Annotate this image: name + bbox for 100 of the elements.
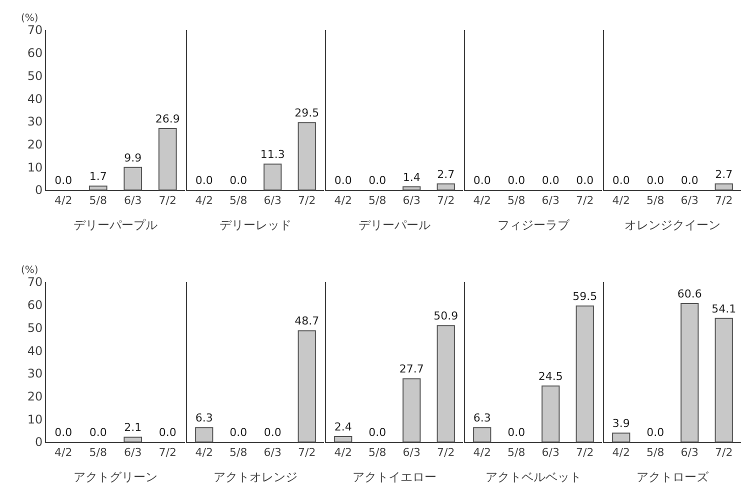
y-tick-label: 0: [34, 183, 43, 198]
x-tick-label: 5/8: [230, 194, 248, 208]
x-tick-label: 4/2: [612, 194, 630, 208]
data-label: 1.7: [89, 170, 107, 184]
data-label: 2.7: [437, 168, 455, 181]
x-tick-label: 5/8: [230, 446, 248, 460]
x-tick-label: 6/3: [402, 194, 420, 208]
data-label: 0.0: [646, 174, 664, 187]
bar: [124, 166, 142, 190]
data-label: 0.0: [542, 174, 560, 187]
x-axis-title: デリーレッド: [220, 218, 292, 232]
data-label: 54.1: [712, 302, 736, 316]
x-tick-label: 4/2: [195, 446, 213, 460]
x-tick-label: 5/8: [89, 194, 107, 208]
data-label: 0.0: [680, 174, 698, 187]
data-label: 6.3: [195, 412, 213, 425]
data-label: 0.0: [646, 426, 664, 439]
x-tick-label: 5/8: [646, 194, 664, 208]
data-label: 24.5: [538, 370, 563, 383]
data-label: 0.0: [89, 426, 107, 439]
data-label: 0.0: [264, 426, 282, 439]
data-label: 50.9: [434, 310, 458, 323]
x-tick-label: 7/2: [298, 194, 316, 208]
data-label: 2.7: [715, 168, 733, 181]
y-tick-label: 50: [27, 320, 43, 335]
x-tick-label: 6/3: [264, 194, 282, 208]
data-label: 0.0: [230, 426, 248, 439]
x-tick-label: 4/2: [54, 446, 72, 460]
y-tick-label: 40: [27, 344, 43, 358]
data-label: 0.0: [54, 426, 72, 439]
x-axis-title: デリーパール: [358, 218, 430, 232]
x-tick-label: 4/2: [473, 446, 491, 460]
x-tick-label: 5/8: [508, 446, 526, 460]
data-label: 0.0: [576, 174, 594, 187]
x-axis-title: アクトベルベット: [486, 470, 582, 484]
x-tick-label: 7/2: [437, 194, 455, 208]
data-label: 9.9: [124, 151, 142, 164]
x-tick-label: 6/3: [542, 446, 560, 460]
data-label: 11.3: [260, 148, 285, 162]
x-tick-label: 5/8: [508, 194, 526, 208]
data-label: 0.0: [473, 174, 491, 187]
x-tick-label: 7/2: [576, 446, 594, 460]
x-tick-label: 7/2: [298, 446, 316, 460]
y-tick-label: 0: [34, 435, 43, 450]
x-tick-label: 4/2: [54, 194, 72, 208]
bar: [88, 186, 108, 190]
x-tick-label: 6/3: [680, 446, 698, 460]
y-tick-label: 20: [27, 137, 43, 152]
x-tick-label: 6/3: [402, 446, 420, 460]
x-axis-title: アクトオレンジ: [214, 470, 298, 484]
x-tick-label: 7/2: [715, 194, 733, 208]
x-axis-title: デリーパープル: [74, 218, 158, 232]
y-tick-label: 70: [27, 23, 43, 38]
x-tick-label: 6/3: [542, 194, 560, 208]
data-label: 0.0: [54, 174, 72, 187]
x-tick-label: 4/2: [334, 446, 352, 460]
data-label: 59.5: [572, 290, 598, 303]
x-axis-title: フィジーラブ: [498, 218, 570, 232]
x-axis-title: アクトイエロー: [352, 470, 436, 484]
y-tick-label: 30: [27, 114, 43, 129]
data-label: 60.6: [677, 287, 702, 300]
data-label: 0.0: [508, 174, 526, 187]
y-tick-label: 60: [27, 46, 43, 60]
data-label: 3.9: [612, 417, 630, 430]
x-axis-title: アクトローズ: [636, 470, 710, 484]
y-tick-label: 30: [27, 366, 43, 381]
x-tick-label: 5/8: [89, 446, 107, 460]
y-tick-label: 70: [27, 275, 43, 290]
x-tick-label: 5/8: [368, 194, 386, 208]
y-axis-title: (%): [21, 265, 38, 276]
x-tick-label: 4/2: [334, 194, 352, 208]
x-tick-label: 7/2: [158, 446, 176, 460]
x-tick-label: 4/2: [195, 194, 213, 208]
data-label: 0.0: [195, 174, 213, 187]
x-tick-label: 6/3: [680, 194, 698, 208]
data-label: 2.1: [124, 421, 142, 434]
data-label: 26.9: [155, 112, 180, 126]
data-label: 0.0: [508, 426, 526, 439]
x-tick-label: 7/2: [715, 446, 733, 460]
data-label: 0.0: [612, 174, 630, 187]
x-axis-title: アクトグリーン: [74, 470, 158, 484]
y-axis-title: (%): [21, 13, 38, 24]
x-tick-label: 6/3: [264, 446, 282, 460]
y-tick-label: 10: [27, 412, 43, 426]
x-tick-label: 7/2: [437, 446, 455, 460]
data-label: 0.0: [368, 174, 386, 187]
data-label: 0.0: [230, 174, 248, 187]
x-tick-label: 4/2: [612, 446, 630, 460]
data-label: 27.7: [399, 362, 424, 376]
y-tick-label: 50: [27, 68, 43, 83]
x-tick-label: 4/2: [473, 194, 491, 208]
data-label: 1.4: [402, 170, 420, 184]
x-tick-label: 7/2: [576, 194, 594, 208]
data-label: 29.5: [294, 106, 320, 120]
data-label: 48.7: [294, 314, 320, 328]
x-tick-label: 6/3: [124, 446, 142, 460]
y-tick-label: 10: [27, 160, 43, 174]
data-label: 6.3: [473, 412, 491, 425]
data-label: 2.4: [334, 420, 352, 434]
y-tick-label: 20: [27, 389, 43, 404]
